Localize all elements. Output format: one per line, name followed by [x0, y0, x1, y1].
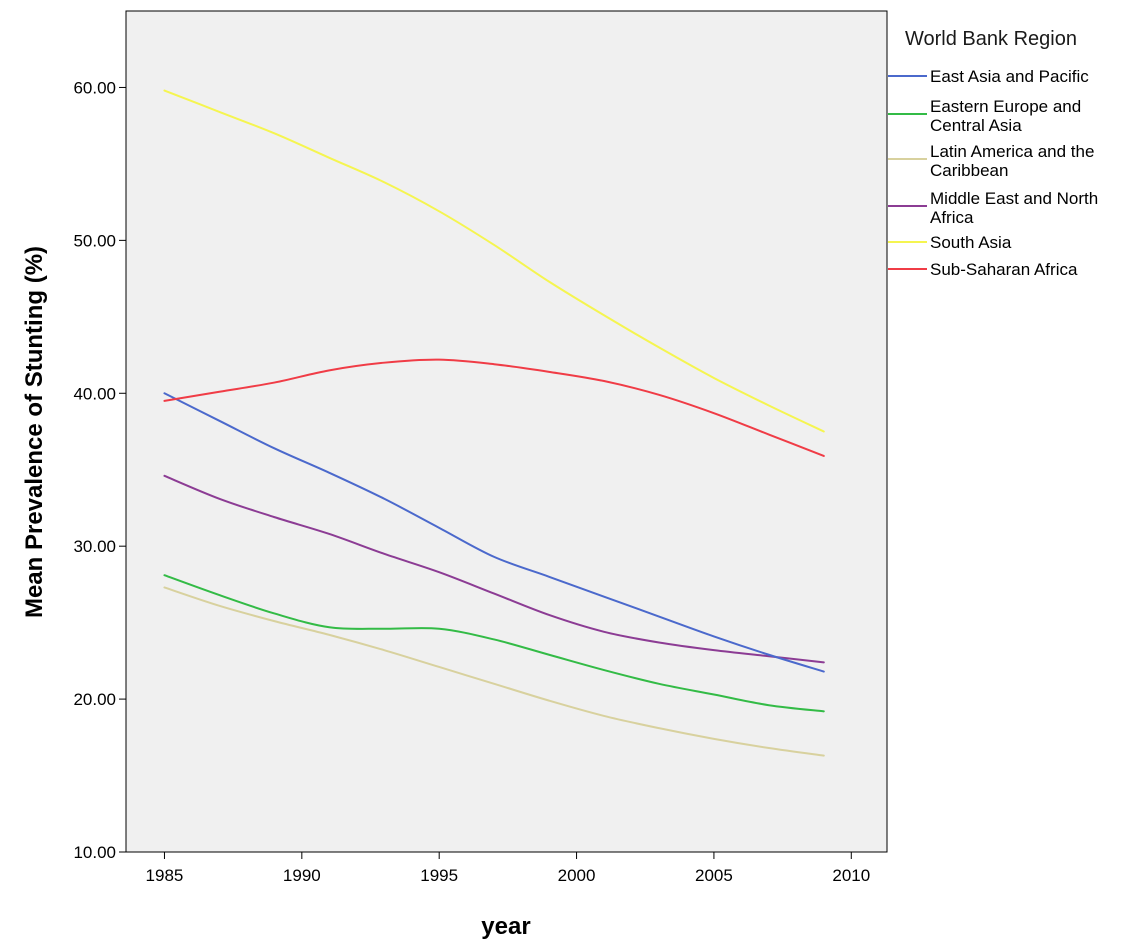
legend-label: Sub-Saharan Africa [930, 260, 1078, 279]
x-tick-label: 2010 [832, 866, 870, 885]
series-line-6 [163, 358, 825, 457]
y-tick-label: 60.00 [73, 78, 116, 97]
legend-label: Eastern Europe and Central Asia [930, 97, 1081, 135]
legend-label: South Asia [930, 233, 1012, 252]
series-line-4 [163, 474, 825, 664]
series-line-3 [163, 586, 825, 757]
axis-layer: 10.00 20.00 30.00 40.00 50.00 60.00 1985 1990 19… [73, 78, 870, 885]
series-line-5 [163, 89, 825, 433]
legend-title: World Bank Region [905, 28, 1077, 50]
legend-label: Latin America and the Caribbean [930, 142, 1094, 180]
x-tick-label: 1985 [146, 866, 184, 885]
series-layer [163, 89, 825, 757]
x-tick-label: 1990 [283, 866, 321, 885]
x-tick-label: 1995 [420, 866, 458, 885]
series-line-2 [163, 574, 825, 713]
y-tick-label: 40.00 [73, 384, 116, 403]
y-tick-label: 50.00 [73, 231, 116, 250]
y-tick-label: 30.00 [73, 537, 116, 556]
x-tick-label: 2000 [558, 866, 596, 885]
legend: World Bank Region East Asia and Pacific E… [888, 28, 1098, 279]
legend-label: East Asia and Pacific [930, 67, 1089, 86]
y-tick-label: 10.00 [73, 843, 116, 862]
x-axis-title: year [481, 913, 530, 940]
x-tick-label: 2005 [695, 866, 733, 885]
legend-label: Middle East and North Africa [930, 189, 1098, 227]
series-line-1 [163, 392, 825, 673]
y-axis-title: Mean Prevalence of Stunting (%) [21, 246, 48, 618]
y-tick-label: 20.00 [73, 690, 116, 709]
